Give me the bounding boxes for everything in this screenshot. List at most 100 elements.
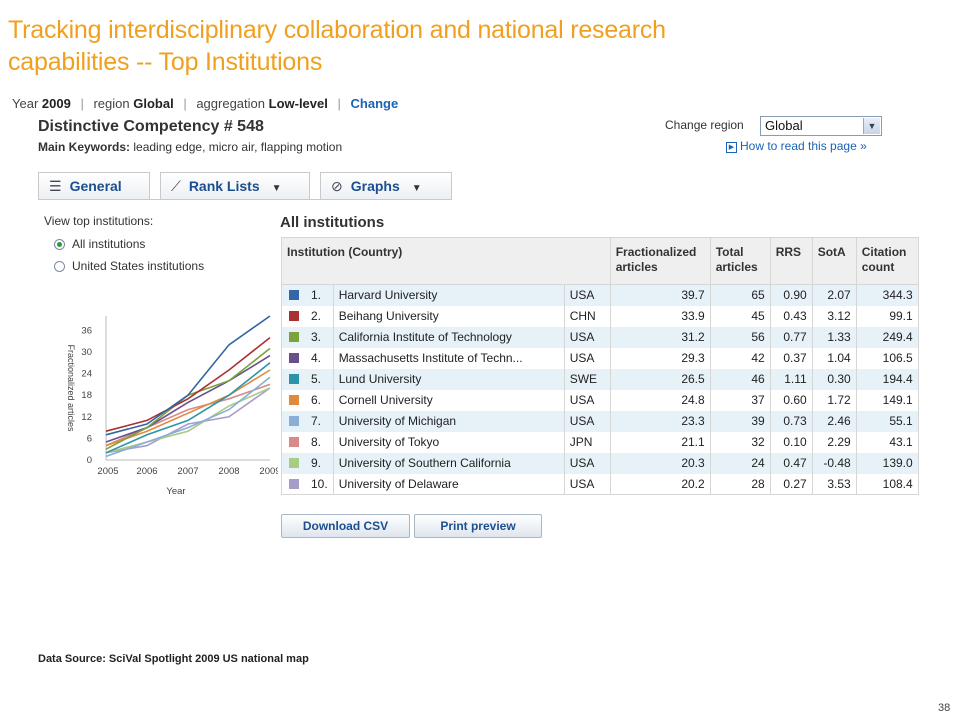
view-top-heading: View top institutions:	[44, 214, 154, 228]
total-articles-cell: 46	[709, 368, 771, 390]
series-line	[105, 387, 271, 454]
series-line	[105, 369, 271, 447]
institution-name[interactable]: Cornell University	[332, 389, 565, 411]
context-bar: Year 2009 | region Global | aggregation …	[12, 96, 398, 111]
slide-title-line2: capabilities -- Top Institutions	[8, 48, 323, 76]
sota-cell: 1.72	[811, 389, 857, 411]
year-label: Year	[12, 96, 39, 111]
sota-cell: 2.07	[811, 284, 857, 306]
series-swatch	[289, 374, 299, 384]
keywords-label: Main Keywords:	[38, 140, 131, 154]
region-select[interactable]: Global ▼	[760, 116, 882, 136]
radio-us-label: United States institutions	[72, 259, 205, 273]
rank-cell: 2.	[281, 305, 334, 327]
rank-number: 3.	[311, 330, 322, 344]
rank-cell: 3.	[281, 326, 334, 348]
download-csv-button[interactable]: Download CSV	[281, 514, 410, 538]
sota-cell: 3.12	[811, 305, 857, 327]
print-preview-button[interactable]: Print preview	[414, 514, 542, 538]
y-tick-label: 0	[87, 455, 92, 466]
sota-cell: 1.33	[811, 326, 857, 348]
rank-number: 8.	[311, 435, 322, 449]
institution-name[interactable]: University of Southern California	[332, 452, 565, 474]
how-to-read-link[interactable]: ▶ How to read this page »	[726, 139, 867, 153]
line-chart-icon: ⟋	[171, 178, 181, 194]
table-row: 3. California Institute of Technology USA 3…	[281, 326, 919, 348]
fractionalized-cell: 39.7	[609, 284, 711, 306]
rank-number: 2.	[311, 309, 322, 323]
chevron-down-icon[interactable]: ▼	[411, 183, 422, 194]
y-axis-label: Fractionalized articles	[66, 344, 76, 432]
col-fractionalized[interactable]: Fractionalized articles	[609, 237, 711, 285]
institution-name[interactable]: Harvard University	[332, 284, 565, 306]
series-swatch	[289, 353, 299, 363]
region-select-value: Global	[765, 118, 803, 133]
tab-graphs-label: Graphs	[350, 178, 400, 194]
country-cell: USA	[563, 410, 611, 432]
table-row: 10. University of Delaware USA 20.2 28 0.27 3.…	[281, 473, 919, 495]
radio-all-institutions[interactable]: All institutions	[54, 237, 145, 251]
tab-general[interactable]: ☰ General	[38, 172, 150, 200]
sota-cell: 1.04	[811, 347, 857, 369]
institution-name[interactable]: University of Michigan	[332, 410, 565, 432]
series-line	[105, 376, 271, 458]
x-tick-label: 2005	[97, 466, 118, 477]
institution-name[interactable]: Massachusetts Institute of Techn...	[332, 347, 565, 369]
total-articles-cell: 32	[709, 431, 771, 453]
col-rrs[interactable]: RRS	[769, 237, 813, 285]
how-to-read-label: How to read this page »	[740, 139, 867, 153]
rank-cell: 4.	[281, 347, 334, 369]
rank-number: 4.	[311, 351, 322, 365]
fractionalized-cell: 23.3	[609, 410, 711, 432]
fractionalized-cell: 21.1	[609, 431, 711, 453]
series-line	[105, 383, 271, 447]
rank-number: 7.	[311, 414, 322, 428]
rank-number: 10.	[311, 476, 328, 491]
country-cell: USA	[563, 284, 611, 306]
total-articles-cell: 28	[709, 473, 771, 495]
total-articles-cell: 56	[709, 326, 771, 348]
institution-name[interactable]: University of Tokyo	[332, 431, 565, 453]
table-row: 4. Massachusetts Institute of Techn... USA…	[281, 347, 919, 369]
col-institution[interactable]: Institution (Country)	[281, 237, 611, 285]
rrs-cell: 0.47	[769, 452, 813, 474]
fractionalized-cell: 26.5	[609, 368, 711, 390]
fractionalized-cell: 20.2	[609, 473, 711, 495]
country-cell: USA	[563, 473, 611, 495]
sota-cell: 2.46	[811, 410, 857, 432]
citation-cell: 55.1	[855, 410, 919, 432]
total-articles-cell: 24	[709, 452, 771, 474]
competency-keywords: Main Keywords: leading edge, micro air, …	[38, 140, 342, 154]
institution-name[interactable]: University of Delaware	[332, 473, 565, 495]
tab-graphs[interactable]: ⊘ Graphs ▼	[320, 172, 452, 200]
institution-name[interactable]: Beihang University	[332, 305, 565, 327]
radio-us-institutions[interactable]: United States institutions	[54, 259, 204, 273]
tab-rank-lists[interactable]: ⟋ Rank Lists ▼	[160, 172, 310, 200]
institution-name[interactable]: California Institute of Technology	[332, 326, 565, 348]
col-sota[interactable]: SotA	[811, 237, 857, 285]
slide-title: Tracking interdisciplinary collaboration…	[8, 14, 768, 78]
table-row: 7. University of Michigan USA 23.3 39 0.73 2.4…	[281, 410, 919, 432]
change-link[interactable]: Change	[350, 96, 399, 111]
series-line	[105, 315, 271, 436]
radio-unselected-icon[interactable]	[54, 261, 65, 272]
y-tick-label: 12	[81, 412, 92, 423]
chevron-down-icon[interactable]: ▼	[271, 183, 282, 194]
citation-cell: 43.1	[855, 431, 919, 453]
sota-cell: 3.53	[811, 473, 857, 495]
total-articles-cell: 37	[709, 389, 771, 411]
series-swatch	[289, 395, 299, 405]
col-citation[interactable]: Citation count	[855, 237, 919, 285]
rank-number: 5.	[311, 372, 322, 386]
total-articles-cell: 42	[709, 347, 771, 369]
col-total[interactable]: Total articles	[709, 237, 771, 285]
chevron-down-icon[interactable]: ▼	[863, 118, 880, 134]
rrs-cell: 0.60	[769, 389, 813, 411]
radio-selected-icon[interactable]	[54, 239, 65, 250]
rrs-cell: 0.73	[769, 410, 813, 432]
radio-all-label: All institutions	[72, 237, 146, 251]
institution-name[interactable]: Lund University	[332, 368, 565, 390]
separator: |	[80, 96, 84, 111]
x-tick-label: 2007	[177, 466, 198, 477]
y-tick-label: 6	[87, 433, 92, 444]
